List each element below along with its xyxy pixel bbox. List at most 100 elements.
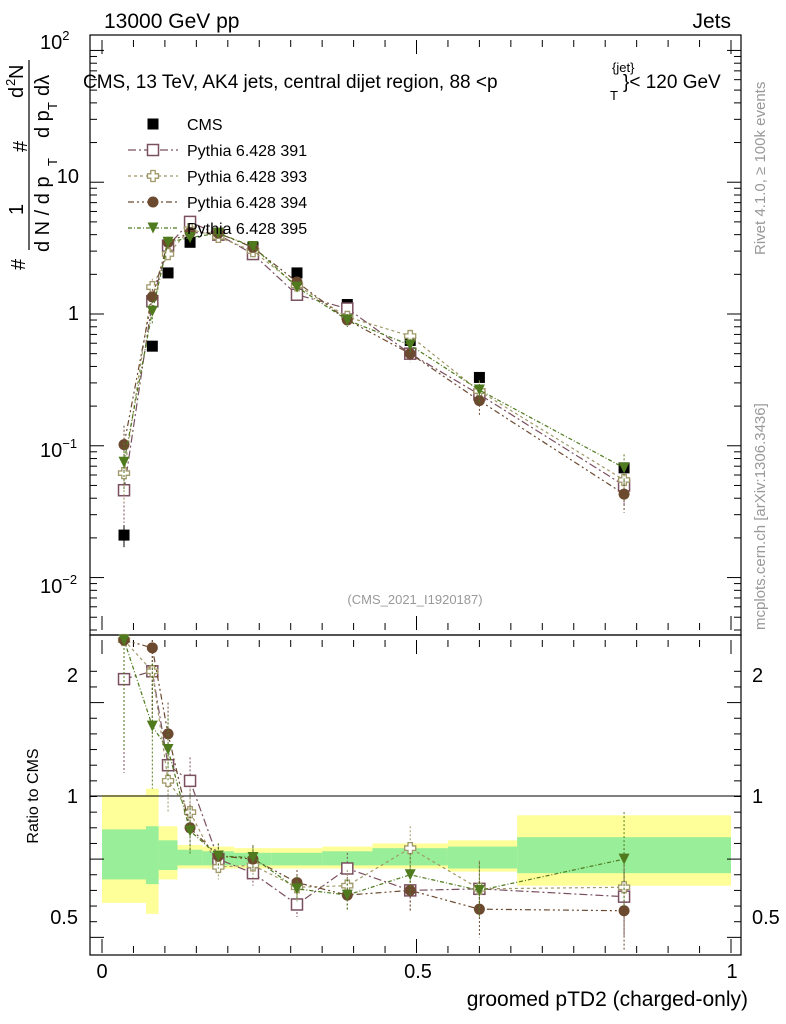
data-point bbox=[146, 305, 158, 317]
data-point bbox=[404, 339, 416, 351]
legend-marker bbox=[146, 169, 160, 183]
ratio-band-inner bbox=[158, 840, 178, 871]
ratio-band-inner bbox=[271, 852, 323, 866]
beam-label: 13000 GeV pp bbox=[104, 10, 239, 33]
data-point bbox=[146, 280, 159, 294]
y-tick-base: 10 bbox=[40, 576, 62, 598]
legend-item: CMS bbox=[147, 117, 223, 134]
ratio-point bbox=[118, 634, 130, 646]
series-cms bbox=[118, 227, 630, 548]
axis-ticks bbox=[90, 40, 741, 953]
ratio-point bbox=[146, 665, 159, 678]
ratio-point bbox=[212, 860, 225, 874]
ratio-band-inner bbox=[177, 849, 203, 866]
ratio-point bbox=[161, 774, 175, 787]
y-tick-base: 10 bbox=[40, 440, 62, 462]
ratio-point bbox=[146, 642, 158, 654]
y-tick-exp: −1 bbox=[62, 436, 77, 451]
series-line bbox=[123, 231, 625, 495]
y-tick-label: 10−2 bbox=[40, 572, 77, 598]
main-y-axis-label: # 1 d N / d p T # d p T d 2 N dλ bbox=[3, 60, 60, 270]
legend-item: Pythia 6.428 393 bbox=[128, 169, 307, 186]
data-point bbox=[146, 340, 158, 352]
ratio-point bbox=[473, 903, 485, 915]
plot-title-sup: {jet} bbox=[612, 60, 635, 75]
ratio-band-inner bbox=[447, 846, 518, 869]
ylabel-hash-1: # bbox=[8, 258, 30, 270]
legend-marker bbox=[147, 222, 159, 234]
data-point bbox=[212, 227, 224, 239]
ylabel-dlambda: dλ bbox=[32, 75, 54, 96]
ratio-point bbox=[162, 728, 174, 740]
ratio-point bbox=[212, 850, 224, 862]
ratio-band-inner bbox=[372, 848, 448, 866]
series-line bbox=[123, 228, 625, 481]
ratio-point bbox=[117, 672, 131, 686]
legend-item: Pythia 6.428 391 bbox=[128, 143, 307, 160]
mcplots-label: mcplots.cern.ch [arXiv:1306.3436] bbox=[752, 403, 769, 630]
ratio-y-tick-label-right: 0.5 bbox=[752, 907, 780, 929]
legend-item: Pythia 6.428 395 bbox=[128, 221, 307, 238]
legend-item: Pythia 6.428 394 bbox=[128, 195, 307, 212]
ratio-point bbox=[184, 825, 196, 837]
series-pythia-6-428-393 bbox=[117, 223, 631, 503]
plot-title-tail: }< 120 GeV bbox=[623, 72, 721, 93]
ratio-point bbox=[404, 841, 417, 855]
analysis-watermark: (CMS_2021_I1920187) bbox=[347, 592, 482, 607]
ratio-point bbox=[617, 881, 631, 894]
series-pythia-6-428-395 bbox=[118, 227, 630, 492]
ratio-series-pythia-6-428-391 bbox=[117, 640, 631, 936]
ratio-y-tick-label-right: 1 bbox=[752, 786, 763, 808]
x-tick-label: 1 bbox=[726, 961, 737, 983]
ratio-point bbox=[183, 774, 197, 788]
data-point bbox=[291, 267, 303, 279]
ylabel-dn-dpt-sub: T bbox=[45, 158, 60, 166]
data-point bbox=[404, 348, 416, 360]
y-tick-base: 10 bbox=[40, 32, 62, 54]
series-pythia-6-428-391 bbox=[117, 215, 631, 523]
ratio-series-pythia-6-428-395 bbox=[118, 634, 630, 919]
legend: CMS Pythia 6.428 391 Pythia 6.428 393 Pythi… bbox=[128, 117, 307, 238]
y-tick-label: 1 bbox=[68, 303, 79, 325]
data-point bbox=[473, 371, 485, 383]
series-line bbox=[123, 221, 625, 491]
ratio-uncertainty-bands bbox=[102, 788, 731, 914]
legend-marker bbox=[147, 118, 159, 130]
legend-label: Pythia 6.428 395 bbox=[187, 221, 307, 238]
ratio-band-inner bbox=[146, 826, 159, 885]
main-plot-series bbox=[117, 215, 631, 548]
ratio-point bbox=[341, 889, 353, 901]
x-tick-label: 0.5 bbox=[404, 961, 432, 983]
data-point bbox=[618, 488, 630, 500]
legend-marker bbox=[146, 143, 160, 157]
data-point bbox=[161, 247, 175, 261]
ylabel-one: 1 bbox=[6, 204, 28, 215]
ratio-y-tick-label-right: 2 bbox=[752, 665, 763, 687]
y-tick-exp: −2 bbox=[62, 572, 77, 587]
legend-label: CMS bbox=[187, 117, 223, 134]
category-label: Jets bbox=[692, 10, 731, 33]
legend-label: Pythia 6.428 394 bbox=[187, 195, 307, 212]
plot-title: CMS, 13 TeV, AK4 jets, central dijet reg… bbox=[83, 72, 498, 93]
plot-title-main: CMS, 13 TeV, AK4 jets, central dijet reg… bbox=[83, 72, 498, 93]
x-axis-label: groomed pTD2 (charged-only) bbox=[467, 988, 748, 1011]
ratio-y-tick-label: 2 bbox=[67, 665, 78, 687]
ylabel-hash-2: # bbox=[10, 140, 32, 152]
y-tick-exp: 2 bbox=[62, 28, 69, 43]
data-point bbox=[162, 236, 174, 248]
ratio-point bbox=[404, 869, 416, 881]
series-pythia-6-428-394 bbox=[118, 227, 630, 513]
data-point bbox=[118, 529, 130, 541]
rivet-label: Rivet 4.1.0, ≥ 100k events bbox=[752, 82, 769, 255]
ylabel-two: 2 bbox=[3, 79, 18, 86]
ylabel-dpt-sub: T bbox=[45, 102, 60, 110]
ylabel-dpt: d p bbox=[32, 110, 54, 138]
data-point bbox=[291, 281, 303, 293]
plot-title-sub: T bbox=[610, 88, 618, 103]
data-point bbox=[162, 267, 174, 279]
legend-label: Pythia 6.428 393 bbox=[187, 169, 307, 186]
data-point bbox=[618, 462, 630, 474]
ratio-y-tick-label: 0.5 bbox=[50, 907, 78, 929]
ratio-point bbox=[341, 862, 354, 875]
